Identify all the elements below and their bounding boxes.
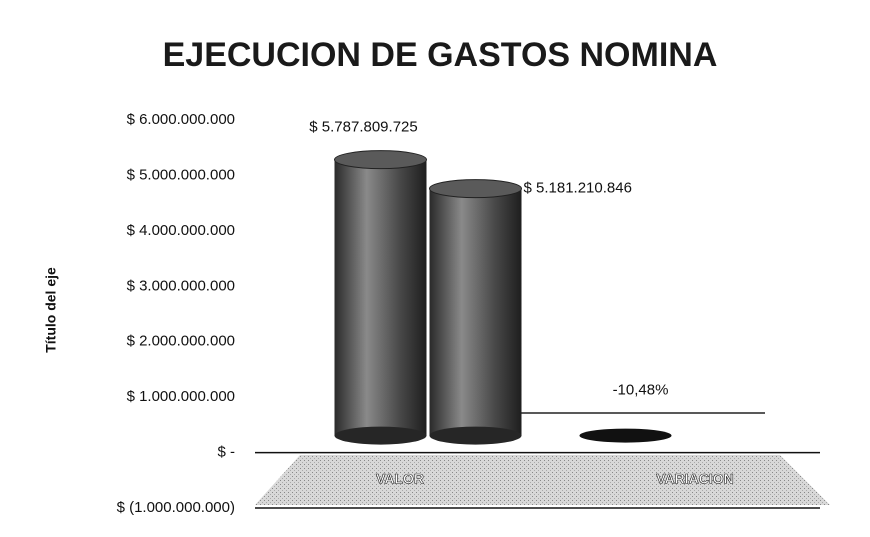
y-tick-label: $ 2.000.000.000 <box>127 333 235 350</box>
y-tick-label: $ 4.000.000.000 <box>127 222 235 239</box>
value-label: $ 5.181.210.846 <box>524 180 632 197</box>
x-tick-label: VARIACION <box>656 471 734 487</box>
bar-bottom <box>334 426 427 445</box>
bar-body <box>334 159 427 436</box>
bar <box>334 150 427 445</box>
bar-body <box>429 188 522 436</box>
y-tick-label: $ 1.000.000.000 <box>127 388 235 405</box>
x-tick-label: VALOR <box>376 471 424 487</box>
y-tick-label: $ 6.000.000.000 <box>127 111 235 128</box>
bar <box>579 428 672 443</box>
chart-title: EJECUCION DE GASTOS NOMINA <box>163 36 718 74</box>
floor <box>255 455 830 505</box>
y-tick-label: $ 5.000.000.000 <box>127 166 235 183</box>
value-label: $ 5.787.809.725 <box>309 119 417 136</box>
value-label: -10,48% <box>613 382 669 399</box>
y-axis-label: Título del eje <box>43 267 59 353</box>
bar-top <box>429 179 522 199</box>
bar-bottom <box>429 426 522 445</box>
y-tick-label: $ 3.000.000.000 <box>127 277 235 294</box>
y-tick-label: $ - <box>217 444 235 461</box>
bar-disc <box>579 428 672 443</box>
bar-top <box>334 150 427 170</box>
y-tick-label: $ (1.000.000.000) <box>117 499 235 516</box>
bar <box>429 179 522 445</box>
